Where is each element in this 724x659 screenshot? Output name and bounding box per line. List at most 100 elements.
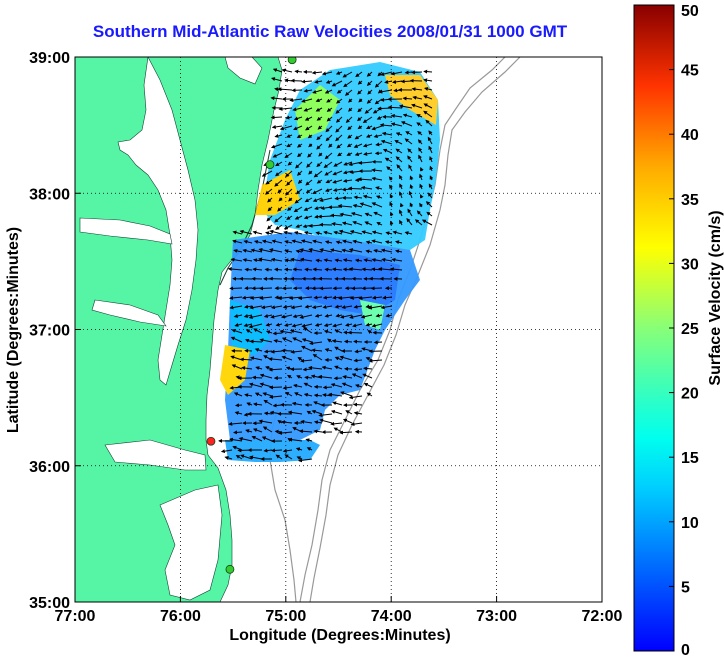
velocity-vector (335, 134, 343, 142)
grid-lines (75, 57, 602, 602)
velocity-vector (331, 222, 343, 227)
velocity-vector (324, 188, 333, 193)
velocity-vector (233, 392, 243, 397)
velocity-vector (253, 402, 263, 407)
velocity-vector (243, 323, 253, 328)
velocity-vector (362, 143, 373, 148)
velocity-vector (292, 107, 303, 112)
velocity-vector (326, 98, 333, 103)
y-tick-label: 35:00 (29, 595, 70, 612)
x-axis-label: Longitude (Degrees:Minutes) (229, 627, 450, 644)
velocity-vector (364, 212, 373, 217)
velocity-vector (363, 151, 373, 156)
velocity-vector (295, 224, 303, 228)
velocity-vector (315, 98, 323, 102)
velocity-vector (336, 98, 343, 104)
velocity-vector (353, 367, 363, 372)
velocity-vector (334, 196, 343, 201)
velocity-vector (365, 134, 373, 138)
velocity-vector (427, 136, 433, 145)
velocity-vector (339, 212, 353, 217)
velocity-vector (306, 161, 313, 168)
velocity-vector (248, 323, 263, 329)
velocity-vector (319, 286, 333, 291)
velocity-vector (284, 240, 293, 244)
velocity-vector (354, 152, 363, 156)
velocity-vector (425, 119, 433, 127)
velocity-vector (321, 71, 333, 76)
velocity-vector (259, 286, 273, 291)
velocity-vector (357, 89, 363, 95)
velocity-vector (305, 179, 313, 186)
velocity-vector (301, 345, 313, 352)
station-marker (225, 564, 235, 574)
velocity-vector (313, 170, 323, 178)
velocity-vector (274, 429, 283, 434)
x-axis-ticks: 77:00 76:00 75:00 74:00 73:00 72:00 (55, 596, 623, 625)
velocity-vector (277, 188, 283, 194)
velocity-vector (259, 373, 273, 379)
velocity-vector (365, 240, 373, 245)
velocity-vector (291, 239, 303, 244)
velocity-vector (303, 382, 313, 388)
velocity-vector (305, 438, 313, 443)
velocity-vector (234, 411, 243, 416)
velocity-vector (366, 71, 373, 77)
velocity-vector (406, 218, 413, 226)
velocity-vector (416, 114, 423, 118)
velocity-vector (351, 373, 363, 379)
velocity-vector (363, 382, 373, 388)
velocity-vector (346, 143, 353, 148)
velocity-vector (307, 152, 313, 158)
velocity-vector (293, 383, 303, 388)
velocity-vector (275, 224, 283, 230)
velocity-vector (311, 305, 323, 310)
velocity-vector (293, 206, 303, 213)
velocity-vector (358, 296, 373, 301)
velocity-vector (304, 267, 313, 272)
velocity-vector (270, 305, 283, 310)
velocity-vector (277, 206, 283, 212)
velocity-vector (337, 204, 353, 208)
chesapeake-bay (117, 57, 199, 386)
velocity-vector (229, 286, 243, 291)
velocity-vector (373, 211, 383, 217)
velocity-vector (353, 402, 363, 407)
velocity-vector (319, 197, 333, 203)
velocity-vector (379, 123, 393, 128)
velocity-vector (300, 239, 313, 244)
velocity-vector (304, 116, 313, 121)
velocity-vector (318, 374, 333, 379)
velocity-vector (265, 179, 273, 185)
velocity-vector (296, 143, 303, 148)
colorbar-tick-label: 5 (681, 579, 690, 596)
velocity-vector (253, 239, 263, 244)
velocity-vector (335, 116, 343, 123)
velocity-vector (343, 80, 353, 88)
velocity-vector (313, 429, 323, 434)
velocity-vector (274, 179, 283, 187)
velocity-vector (334, 346, 343, 352)
velocity-vector (319, 418, 333, 424)
river-estuary (79, 217, 173, 245)
velocity-vector (238, 436, 253, 442)
velocity-vector (371, 323, 383, 328)
velocity-vector (295, 188, 303, 195)
velocity-vector (407, 155, 413, 163)
velocity-vector (389, 267, 403, 272)
velocity-vector (414, 219, 423, 226)
velocity-vector (334, 258, 343, 263)
velocity-vector (328, 392, 343, 397)
velocity-vector (402, 96, 413, 101)
velocity-vector (332, 323, 343, 328)
velocity-vector (330, 421, 343, 426)
velocity-vector (334, 329, 343, 334)
velocity-vector (388, 176, 393, 181)
velocity-vector (233, 248, 243, 253)
velocity-vector (272, 152, 283, 158)
velocity-vector (255, 366, 263, 371)
velocity-vector (395, 148, 403, 154)
velocity-vector (350, 422, 363, 427)
velocity-vector (375, 142, 383, 147)
